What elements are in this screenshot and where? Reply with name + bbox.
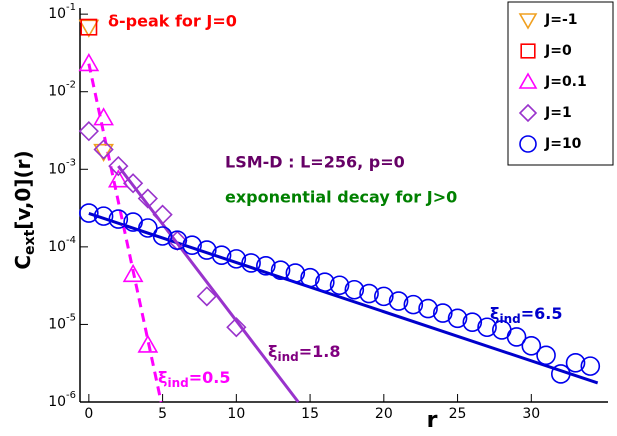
y-tick-label: 10-3 <box>48 157 76 177</box>
data-point <box>137 334 159 353</box>
x-axis-label: r <box>427 408 438 432</box>
data-point <box>211 245 232 266</box>
legend-marker <box>520 43 536 59</box>
data-point <box>388 291 409 311</box>
data-point <box>122 173 144 194</box>
data-point <box>551 364 571 384</box>
legend-box <box>507 1 614 166</box>
data-point <box>536 345 556 366</box>
data-point <box>226 249 247 269</box>
xi-label: ξind=0.5 <box>158 368 230 390</box>
xi-label-rest: =1.8 <box>299 342 341 361</box>
xi-label-main: ξ <box>268 342 277 361</box>
data-point <box>329 275 350 296</box>
y-axis-label-rest: [v,0](r) <box>11 150 35 229</box>
xi-label: ξind=6.5 <box>490 304 562 326</box>
data-point <box>79 203 99 223</box>
data-point <box>300 267 320 288</box>
data-point <box>462 312 483 332</box>
y-axis-label-sub: ext <box>22 229 38 255</box>
y-axis-label: Cext[v,0](r) <box>11 150 39 269</box>
data-point <box>270 260 291 281</box>
data-point <box>122 263 144 283</box>
data-point <box>256 255 276 276</box>
annotation: δ-peak for J=0 <box>108 12 237 31</box>
fit-line <box>117 165 300 403</box>
data-point <box>374 286 394 307</box>
data-point <box>477 317 497 338</box>
data-point <box>403 294 424 315</box>
data-point <box>285 263 306 283</box>
data-point <box>506 327 527 347</box>
fit-line <box>88 211 599 385</box>
xi-label-sub: ind <box>499 312 520 326</box>
y-tick-label: 10-1 <box>48 2 76 22</box>
data-point <box>580 356 601 376</box>
data-point <box>226 317 247 338</box>
legend-label: J=0.1 <box>544 74 587 90</box>
y-tick-label: 10-4 <box>48 235 76 255</box>
xi-label: ξind=1.8 <box>268 342 340 364</box>
annotation: LSM-D : L=256, p=0 <box>225 153 405 172</box>
legend-marker <box>519 135 537 153</box>
x-tick-label: 5 <box>158 406 167 422</box>
data-point <box>197 240 217 260</box>
y-axis-label-main: C <box>11 255 35 270</box>
data-point <box>78 19 100 38</box>
fit-line <box>87 63 163 403</box>
data-point <box>78 121 99 142</box>
x-tick-label: 15 <box>301 406 319 422</box>
data-point <box>565 353 586 373</box>
data-point <box>152 204 173 225</box>
xi-label-main: ξ <box>158 368 167 387</box>
y-tick-label: 10-5 <box>48 312 76 332</box>
xi-label-sub: ind <box>277 350 298 364</box>
data-point <box>447 308 468 329</box>
data-point <box>167 230 188 250</box>
legend-marker <box>518 103 538 123</box>
x-tick-label: 25 <box>449 406 467 422</box>
data-point <box>182 235 202 256</box>
y-tick-label: 10-2 <box>48 80 76 100</box>
data-point <box>93 139 114 160</box>
x-tick-label: 0 <box>84 406 93 422</box>
data-point <box>521 336 542 356</box>
x-tick-label: 30 <box>522 406 540 422</box>
legend-label: J=1 <box>544 105 572 121</box>
legend-label: J=-1 <box>544 12 578 28</box>
data-point <box>78 53 100 72</box>
data-point <box>359 283 379 304</box>
y-tick-label: 10-6 <box>48 390 76 410</box>
data-point <box>196 286 217 307</box>
data-point <box>344 279 365 300</box>
data-point <box>418 298 438 319</box>
data-point <box>108 209 129 229</box>
data-point <box>80 18 98 36</box>
data-point <box>108 155 129 177</box>
legend-marker <box>518 72 538 89</box>
xi-label-sub: ind <box>167 376 188 390</box>
data-point <box>152 226 173 246</box>
data-point <box>241 253 261 273</box>
legend-label: J=0 <box>544 43 572 59</box>
data-point <box>138 218 158 238</box>
xi-label-rest: =6.5 <box>521 304 563 323</box>
annotation: exponential decay for J>0 <box>225 188 457 207</box>
x-tick-label: 10 <box>227 406 245 422</box>
data-point <box>93 107 114 126</box>
data-point <box>107 169 129 188</box>
legend-marker <box>518 13 538 30</box>
data-point <box>137 188 158 209</box>
legend-label: J=10 <box>544 136 582 152</box>
xi-label-main: ξ <box>490 304 499 323</box>
xi-label-rest: =0.5 <box>189 368 231 387</box>
data-point <box>315 272 335 293</box>
x-tick-label: 20 <box>375 406 393 422</box>
data-point <box>93 143 114 163</box>
data-point <box>433 303 453 323</box>
data-point <box>93 206 114 226</box>
